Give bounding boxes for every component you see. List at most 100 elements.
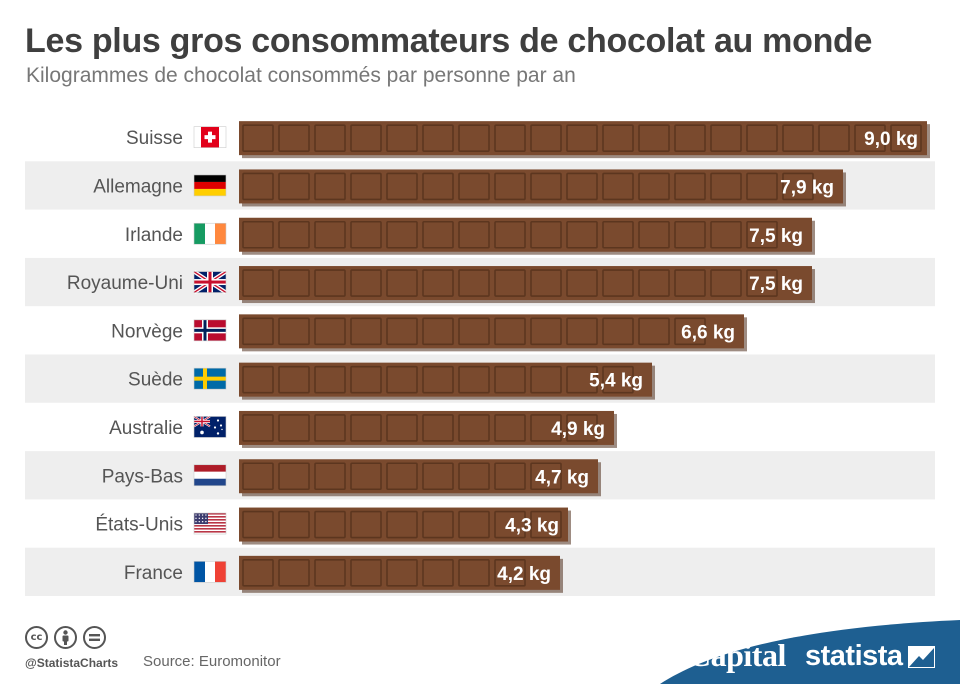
bar-segment (638, 220, 670, 249)
bar-segment (782, 172, 814, 201)
chocolate-bar (239, 410, 614, 445)
bar-segment (458, 414, 490, 442)
bar-segment (278, 365, 310, 394)
bar-segment (494, 414, 526, 442)
value-label: 6,6 kg (681, 322, 735, 343)
bar-segment (566, 365, 598, 394)
chocolate-bar (239, 362, 652, 397)
bar-segment (386, 559, 418, 587)
bar-segment (782, 124, 814, 152)
bar-row: Royaume-Uni 7,5 kg (25, 257, 935, 307)
bar-segment (494, 462, 526, 491)
bar-segment (566, 172, 598, 201)
bar-segment (350, 559, 382, 587)
de-flag-icon (193, 174, 227, 197)
fr-flag-icon (193, 561, 227, 583)
bar-segment (278, 559, 310, 587)
bar-segment (386, 414, 418, 442)
statista-handle[interactable]: @StatistaCharts (25, 656, 119, 670)
bar-segment (710, 220, 742, 249)
bar-segment (278, 220, 310, 249)
bar-segment (422, 365, 454, 394)
bar-segment (890, 124, 922, 152)
bar-row: Irlande 7,5 kg (125, 217, 815, 255)
bar-segment (746, 172, 778, 201)
category-label: Australie (109, 418, 183, 439)
bar-segment (494, 510, 526, 539)
bar-segment (458, 317, 490, 346)
chocolate-bar (239, 314, 744, 349)
chocolate-bar (239, 555, 560, 590)
bar-segment (314, 559, 346, 587)
bar-segment (458, 462, 490, 491)
bar-segment (278, 317, 310, 346)
bar-segment (638, 317, 670, 346)
bar-segment (638, 124, 670, 152)
statista-logo-icon (908, 646, 935, 668)
bar-segment (386, 365, 418, 394)
bar-segment (422, 172, 454, 201)
bar-segment (242, 220, 274, 249)
bar-row: Pays-Bas 4,7 kg (25, 451, 935, 500)
bar-segment (422, 124, 454, 152)
bar-segment (386, 462, 418, 491)
bar-row: Norvège 6,6 kg (111, 314, 747, 352)
bar-segment (314, 510, 346, 539)
bar-segment (566, 124, 598, 152)
bar-segment (242, 414, 274, 442)
bar-segment (458, 124, 490, 152)
bar-segment (422, 510, 454, 539)
bar-segment (674, 269, 706, 297)
chocolate-bar (239, 459, 598, 494)
bar-segment (422, 462, 454, 491)
bar-segment (458, 365, 490, 394)
bar-segment (386, 510, 418, 539)
bar-segment (458, 269, 490, 297)
value-label: 9,0 kg (864, 129, 918, 150)
bar-segment (422, 220, 454, 249)
bar-segment (350, 414, 382, 442)
value-label: 4,3 kg (505, 516, 559, 537)
bar-segment (530, 510, 562, 539)
chocolate-bar (239, 121, 927, 156)
bar-segment (278, 269, 310, 297)
bar-segment (242, 365, 274, 394)
ie-flag-icon (193, 222, 227, 245)
value-label: 4,9 kg (551, 419, 605, 440)
bar-segment (314, 220, 346, 249)
bar-segment (530, 269, 562, 297)
bar-segment (242, 172, 274, 201)
bar-segment (278, 462, 310, 491)
bar-segment (602, 317, 634, 346)
bar-segment (314, 269, 346, 297)
us-flag-icon (193, 512, 227, 535)
bar-segment (242, 124, 274, 152)
bar-segment (746, 269, 778, 297)
bar-segment (242, 462, 274, 491)
value-label: 5,4 kg (589, 371, 643, 392)
bar-row: France 4,2 kg (25, 547, 935, 596)
bar-segment (674, 220, 706, 249)
au-flag-icon (193, 415, 227, 438)
bar-segment (530, 365, 562, 394)
bar-segment (638, 269, 670, 297)
value-label: 7,5 kg (749, 274, 803, 295)
category-label: France (124, 563, 183, 584)
bar-segment (818, 124, 850, 152)
bar-segment (566, 220, 598, 249)
bar-segment (386, 124, 418, 152)
bar-segment (350, 365, 382, 394)
value-label: 4,7 kg (535, 467, 589, 488)
bar-row: Allemagne 7,9 kg (25, 161, 935, 210)
bar-segment (530, 317, 562, 346)
bar-segment (314, 172, 346, 201)
chart-title: Les plus gros consommateurs de chocolat … (25, 22, 873, 60)
bar-segment (494, 365, 526, 394)
bar-segment (278, 510, 310, 539)
bar-segment (710, 269, 742, 297)
bar-row: Suisse 9,0 kg (126, 121, 930, 159)
bar-segment (494, 559, 526, 587)
bar-segment (350, 269, 382, 297)
bar-segment (530, 172, 562, 201)
